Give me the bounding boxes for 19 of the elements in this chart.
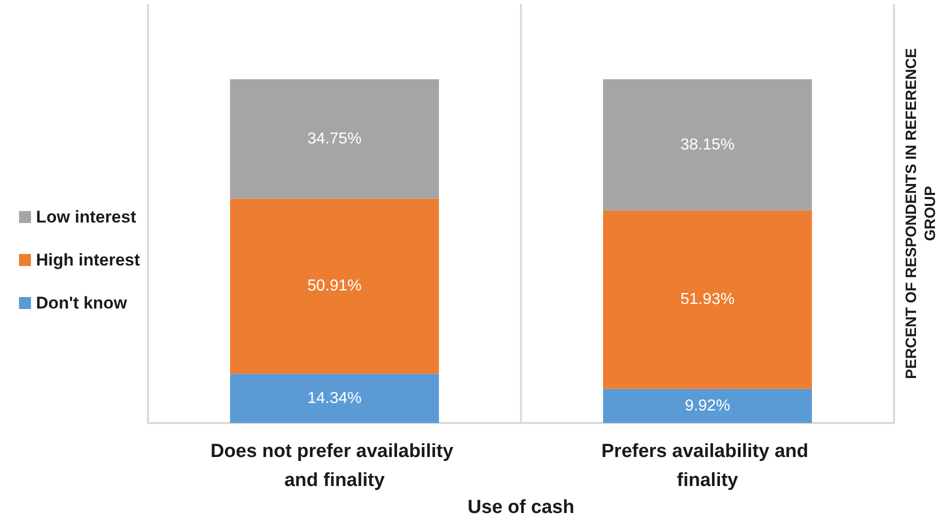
legend-label: Low interest: [36, 208, 136, 226]
data-label: 9.92%: [684, 397, 730, 414]
x-tick-label: Does not prefer availability and finality: [210, 441, 459, 491]
bar: [603, 210, 812, 389]
bar: [230, 198, 439, 374]
legend-label: Don't know: [36, 294, 128, 312]
data-label: 51.93%: [680, 291, 735, 308]
x-tick-label: Prefers availability and finality: [601, 441, 814, 491]
data-label: 50.91%: [307, 278, 362, 295]
legend-label: High interest: [36, 250, 140, 270]
bar: [230, 79, 439, 199]
data-label: 14.34%: [307, 390, 362, 407]
x-axis-title: Use of cash: [468, 497, 574, 518]
data-label: 34.75%: [307, 130, 362, 148]
bar: [603, 388, 812, 423]
data-label: 38.15%: [680, 136, 735, 154]
bar: [230, 374, 439, 423]
y-axis-title: PERCENT OF RESPONDENTS IN REFERENCE GROUP: [903, 48, 939, 379]
bar: [603, 79, 812, 210]
